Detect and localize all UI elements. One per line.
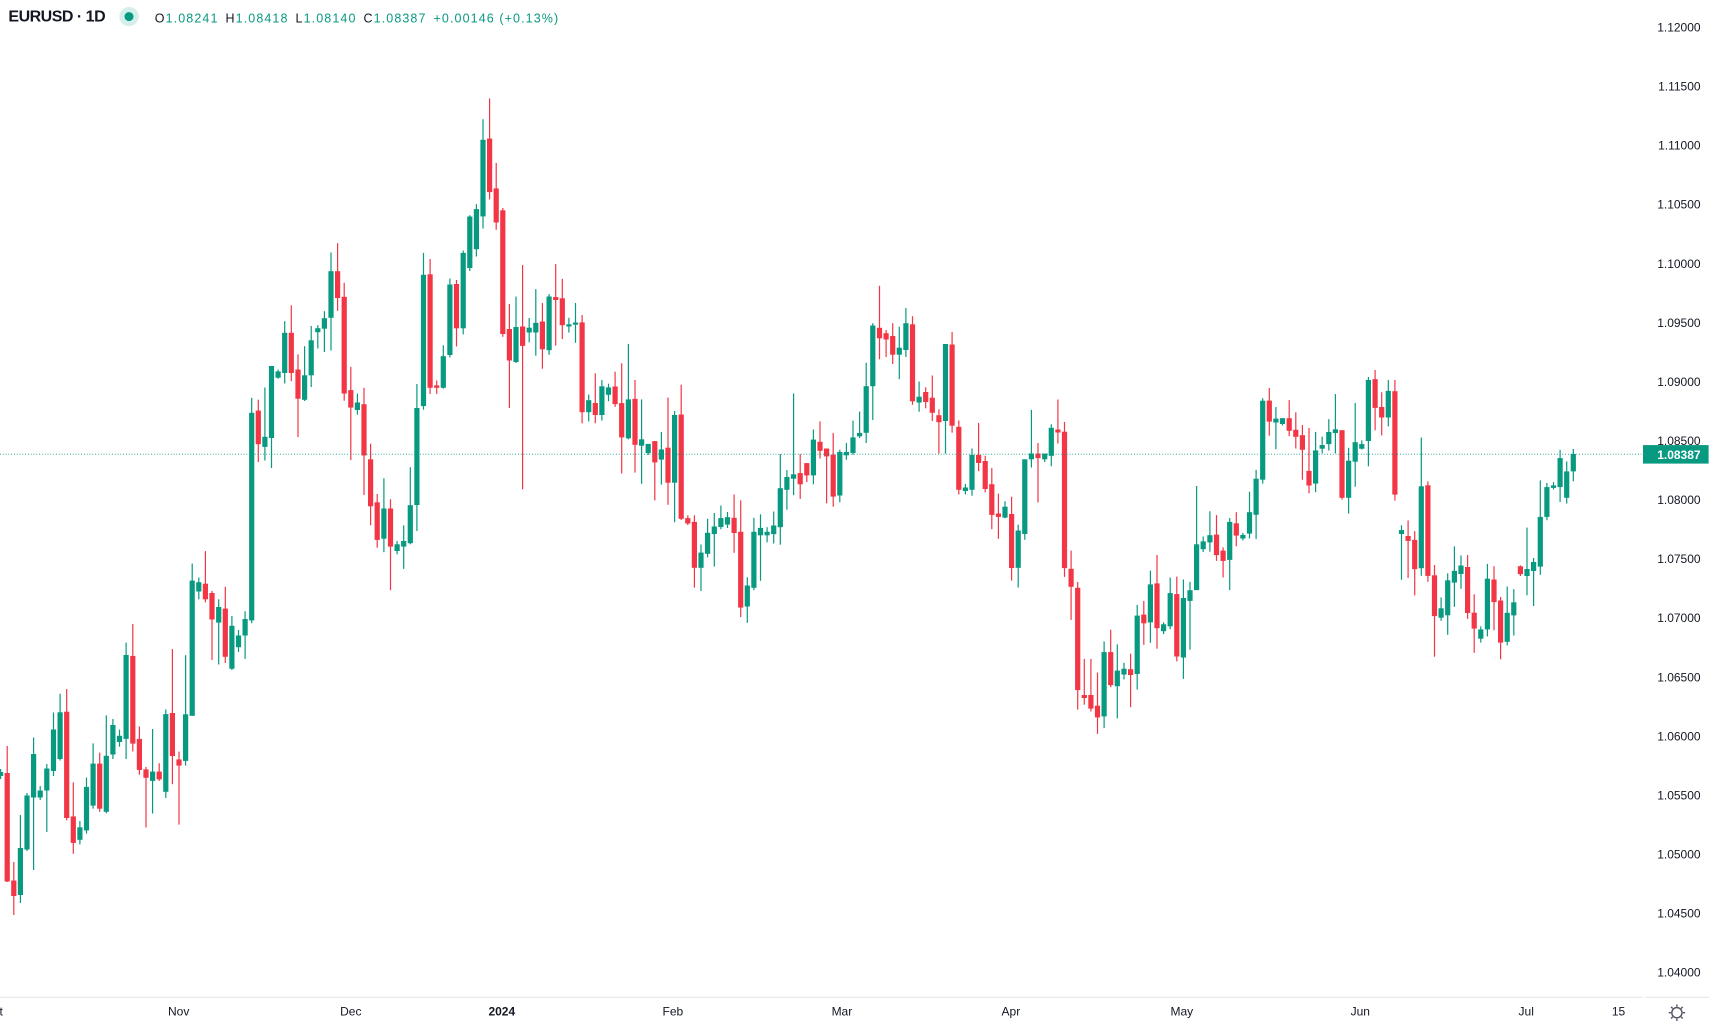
svg-text:Feb: Feb	[663, 1005, 684, 1019]
svg-text:1.09500: 1.09500	[1657, 316, 1701, 330]
svg-text:Jul: Jul	[1519, 1005, 1534, 1019]
svg-text:1.05000: 1.05000	[1657, 848, 1701, 862]
svg-text:1.06500: 1.06500	[1657, 670, 1701, 684]
svg-text:1.12000: 1.12000	[1657, 21, 1701, 35]
svg-text:May: May	[1170, 1005, 1193, 1019]
svg-text:1.04000: 1.04000	[1657, 966, 1701, 980]
svg-text:1.06000: 1.06000	[1657, 729, 1701, 743]
svg-text:1.11000: 1.11000	[1658, 139, 1701, 153]
svg-text:Oct: Oct	[0, 1005, 3, 1019]
svg-text:1.09000: 1.09000	[1657, 375, 1701, 389]
svg-text:Mar: Mar	[832, 1005, 853, 1019]
svg-text:1.08000: 1.08000	[1657, 493, 1701, 507]
svg-text:1.11500: 1.11500	[1658, 80, 1701, 94]
svg-text:Dec: Dec	[340, 1005, 361, 1019]
svg-text:2024: 2024	[488, 1005, 515, 1019]
svg-text:Jun: Jun	[1351, 1005, 1370, 1019]
svg-text:Nov: Nov	[168, 1005, 189, 1019]
svg-text:1.08387: 1.08387	[1657, 448, 1701, 462]
svg-text:1.07500: 1.07500	[1657, 552, 1701, 566]
svg-text:Apr: Apr	[1002, 1005, 1021, 1019]
svg-text:1.05500: 1.05500	[1657, 788, 1701, 802]
svg-text:1.10000: 1.10000	[1657, 257, 1701, 271]
svg-text:EURUSD · 1D: EURUSD · 1D	[8, 9, 105, 26]
svg-text:1.08500: 1.08500	[1657, 434, 1701, 448]
svg-text:1.10500: 1.10500	[1657, 198, 1701, 212]
svg-text:1.04500: 1.04500	[1657, 907, 1701, 921]
svg-text:15: 15	[1612, 1005, 1626, 1019]
svg-text:1.07000: 1.07000	[1657, 611, 1701, 625]
